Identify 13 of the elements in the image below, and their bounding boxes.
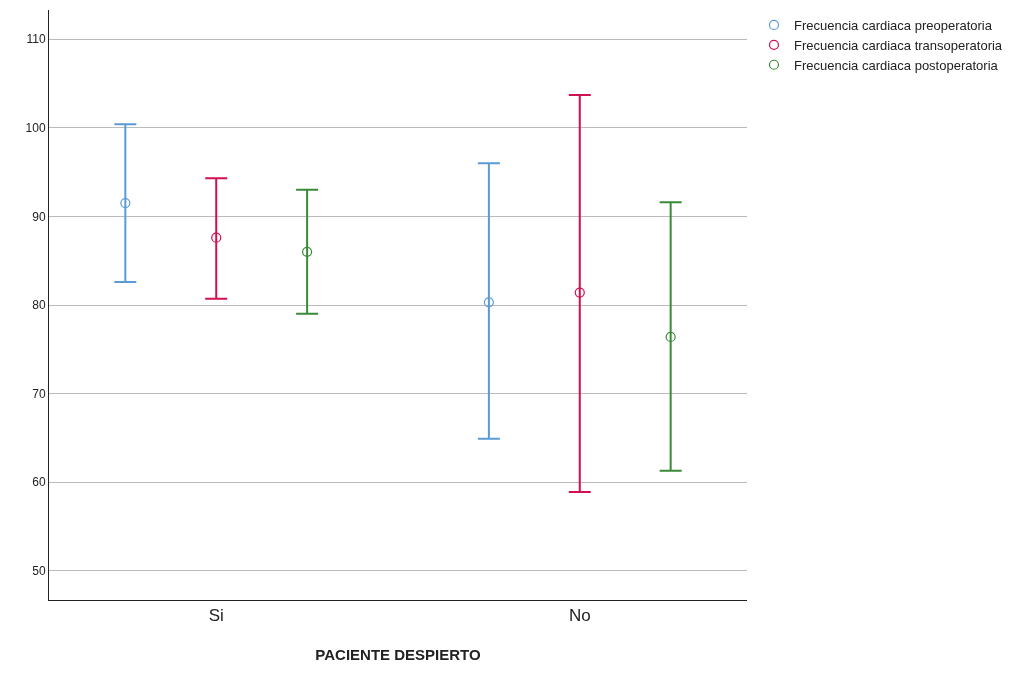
y-tick-label: 90 (32, 209, 46, 224)
y-tick-label: 60 (32, 475, 46, 490)
y-tick-label: 110 (26, 32, 46, 47)
y-tick-label: 70 (32, 386, 46, 401)
legend-label: Frecuencia cardiaca transoperatoria (793, 37, 1003, 53)
legend-label: Frecuencia cardiaca preoperatoria (793, 18, 993, 34)
y-tick-label: 50 (32, 563, 46, 578)
x-axis-title: PACIENTE DESPIERTO (315, 646, 481, 664)
legend-label: Frecuencia cardiaca postoperatoria (793, 57, 999, 73)
x-tick-label: Si (208, 606, 224, 626)
x-tick-label: No (568, 606, 591, 626)
y-tick-label: 80 (32, 298, 46, 313)
y-tick-label: 100 (25, 121, 46, 136)
